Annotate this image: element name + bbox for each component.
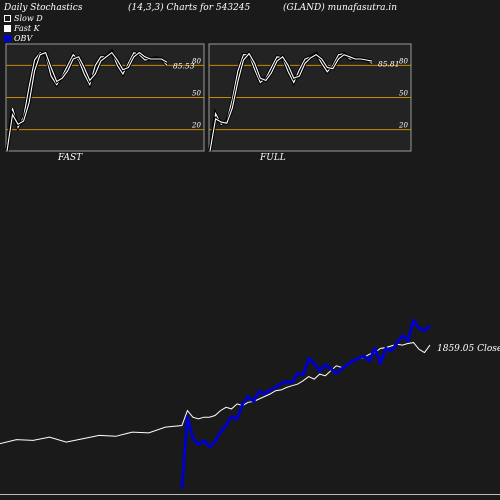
fast-tick-50: 50	[192, 90, 201, 98]
fast-value-label: 85.53	[173, 61, 195, 70]
chart-title: Daily Stochastics	[4, 3, 83, 13]
legend-slow-d-label: Slow D	[14, 14, 43, 23]
close-price-line	[0, 342, 431, 445]
full-line-1	[209, 52, 373, 152]
fast-tick-80: 80	[192, 57, 201, 65]
fast-k-swatch	[4, 25, 11, 32]
full-panel-label: FULL	[260, 153, 286, 163]
legend-fast-k: Fast K	[4, 24, 40, 33]
fast-tick-20: 20	[191, 122, 201, 130]
legend-slow-d: Slow D	[4, 14, 43, 23]
legend-obv-label: OBV	[14, 34, 33, 43]
full-tick-50: 50	[399, 90, 408, 98]
full-value-label: 85.81	[378, 59, 399, 68]
chart-symbol: (GLAND) munafasutra.in	[283, 3, 398, 13]
chart-params: (14,3,3) Charts for 543245	[128, 3, 251, 13]
fast-panel-label: FAST	[58, 153, 83, 163]
slow-d-swatch	[4, 15, 11, 22]
fast-line-1	[6, 51, 168, 152]
legend-obv: OBV	[4, 34, 32, 43]
close-price-label: 1859.05 Close	[437, 344, 500, 354]
full-tick-80: 80	[399, 57, 408, 65]
legend-fast-k-label: Fast K	[14, 24, 40, 33]
fast-line-0	[6, 50, 168, 152]
obv-swatch	[4, 35, 11, 42]
obv-line	[180, 319, 432, 489]
full-tick-20: 20	[398, 122, 408, 130]
